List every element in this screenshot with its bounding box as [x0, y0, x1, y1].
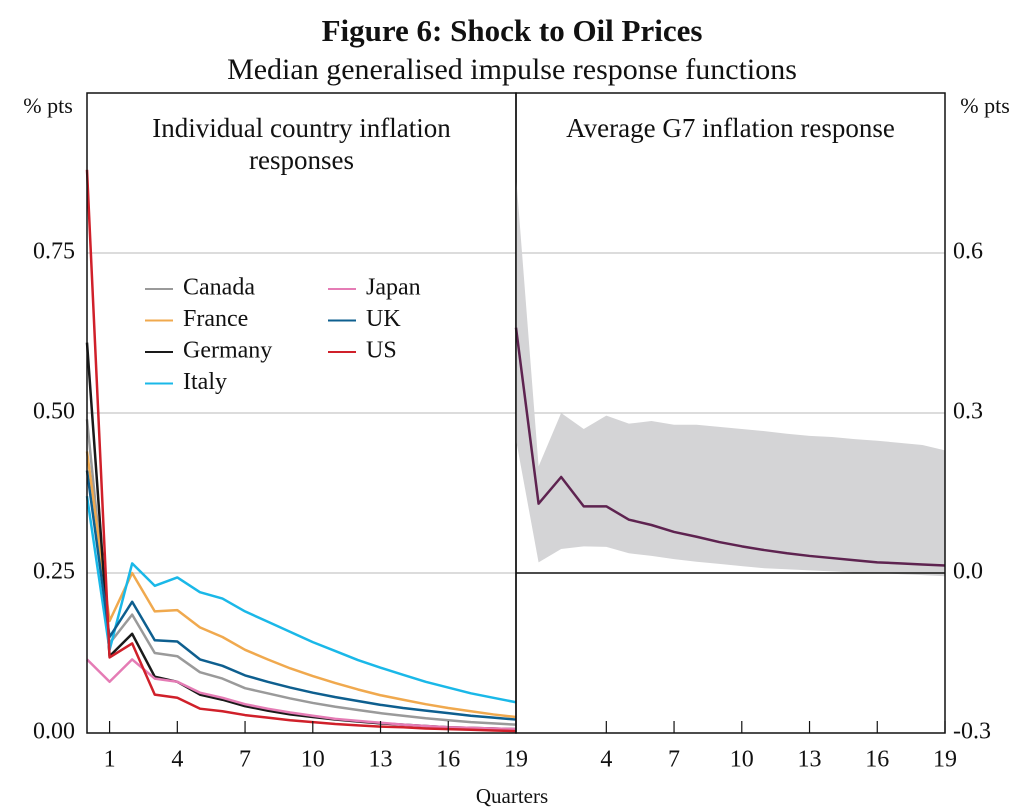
- x-tick-label: 1: [104, 747, 116, 773]
- legend-label: Germany: [183, 338, 272, 364]
- panel-title: Individual country inflation responses: [152, 113, 451, 175]
- legend-label: US: [366, 338, 397, 364]
- x-tick-label: 13: [798, 747, 822, 773]
- legend-label: Canada: [183, 275, 255, 301]
- y-tick-label: 0.00: [33, 719, 75, 745]
- series-line: [85, 419, 517, 726]
- y-tick-label: 0.25: [33, 559, 75, 585]
- series-line: [85, 470, 517, 721]
- y-tick-label: 0.0: [953, 559, 983, 585]
- x-tick-label: 13: [369, 747, 393, 773]
- y-tick-label: -0.3: [953, 719, 991, 745]
- panel-title: Average G7 inflation response: [566, 113, 895, 143]
- series-line: [514, 327, 946, 567]
- series-line: [85, 451, 517, 719]
- confidence-band: [516, 175, 945, 577]
- x-tick-label: 10: [301, 747, 325, 773]
- x-tick-label: 10: [730, 747, 754, 773]
- chart-title: Figure 6: Shock to Oil Prices: [322, 13, 703, 48]
- x-axis-label: Quarters: [476, 784, 548, 808]
- y-tick-label: 0.6: [953, 239, 983, 265]
- series-line: [85, 496, 517, 704]
- x-tick-label: 7: [668, 747, 680, 773]
- legend-label: Italy: [183, 369, 227, 395]
- series-line: [85, 169, 517, 733]
- legend-label: UK: [366, 306, 401, 332]
- legend-label: Japan: [366, 275, 421, 301]
- series-line: [86, 658, 517, 731]
- x-tick-label: 19: [933, 747, 957, 773]
- y-tick-label: 0.3: [953, 399, 983, 425]
- panel-frame: [515, 92, 946, 734]
- y-tick-label: 0.50: [33, 399, 75, 425]
- x-tick-label: 16: [865, 747, 889, 773]
- y-tick-label: 0.75: [33, 239, 75, 265]
- y-axis-label: % pts: [23, 93, 73, 118]
- chart-subtitle: Median generalised impulse response func…: [227, 53, 797, 86]
- legend-label: France: [183, 306, 248, 332]
- x-tick-label: 4: [171, 747, 183, 773]
- x-tick-label: 16: [436, 747, 460, 773]
- y-axis-label: % pts: [960, 93, 1010, 118]
- x-tick-label: 7: [239, 747, 251, 773]
- x-tick-label: 4: [600, 747, 612, 773]
- x-tick-label: 19: [504, 747, 528, 773]
